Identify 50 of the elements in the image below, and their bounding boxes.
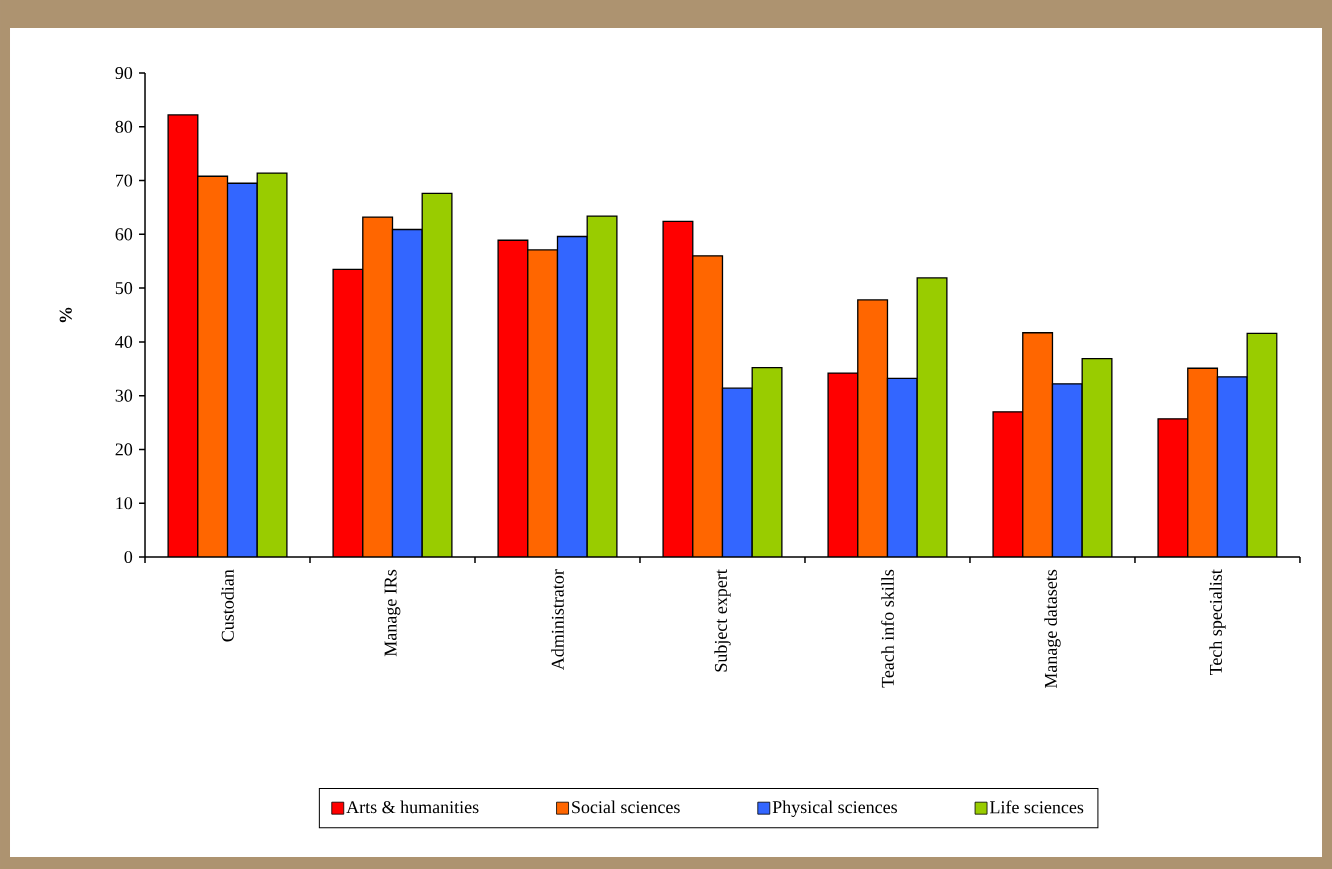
y-tick-label: 40 — [115, 335, 133, 348]
bar — [168, 114, 198, 557]
x-tick-label: Manage datasets — [1044, 569, 1061, 689]
bar — [828, 373, 858, 557]
bar — [422, 193, 452, 557]
x-tick-label: Tech specialist — [1209, 569, 1226, 676]
bar — [887, 378, 918, 557]
bar — [1246, 332, 1278, 557]
bar — [392, 229, 423, 557]
y-tick-label: 90 — [115, 66, 133, 80]
y-tick-label: 30 — [115, 389, 133, 402]
legend-label: Physical sciences — [772, 800, 897, 817]
bar — [498, 240, 528, 557]
x-tick-label: Manage IRs — [384, 569, 401, 657]
x-tick-label: Administrator — [551, 569, 564, 670]
legend-label: Social sciences — [572, 800, 680, 814]
bar — [917, 277, 947, 557]
y-tick-label: 50 — [115, 282, 133, 295]
bar — [257, 173, 287, 557]
legend-label: Arts & humanities — [346, 800, 479, 814]
y-tick-label: 60 — [115, 228, 133, 241]
bar — [227, 183, 258, 557]
y-tick-label: 0 — [124, 550, 133, 564]
bar — [333, 269, 363, 557]
bar — [752, 367, 782, 557]
bar — [722, 388, 753, 557]
x-tick-label: Custodian — [221, 569, 234, 642]
y-tick-label: 80 — [115, 120, 133, 133]
bar — [362, 217, 393, 557]
bar — [587, 216, 617, 557]
bar — [557, 236, 588, 557]
bar — [1052, 383, 1083, 557]
bar — [527, 249, 558, 557]
bar — [1082, 358, 1112, 557]
x-tick-label: Teach info skills — [881, 569, 894, 688]
bar — [1022, 332, 1053, 557]
y-tick-label: 70 — [116, 174, 133, 187]
bar — [197, 176, 228, 557]
y-tick-label: 10 — [116, 497, 133, 510]
bar — [692, 255, 723, 557]
bar — [857, 299, 888, 557]
bar — [1157, 418, 1189, 557]
bar — [993, 411, 1023, 557]
bar — [1216, 376, 1248, 557]
legend-label: Life sciences — [989, 800, 1084, 814]
y-axis-title: % — [59, 307, 72, 323]
bar — [1187, 367, 1219, 557]
x-tick-label: Subject expert — [714, 569, 731, 672]
bar — [663, 221, 693, 557]
y-tick-label: 20 — [115, 443, 133, 456]
